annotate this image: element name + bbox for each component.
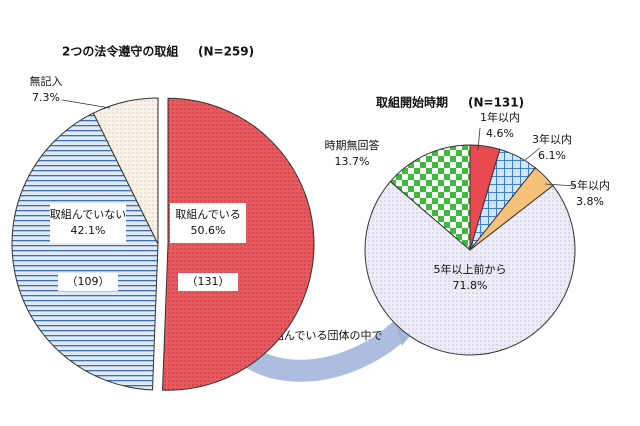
value-label: 50.6% bbox=[191, 224, 226, 237]
leader-line bbox=[524, 147, 541, 161]
category-label: 3年以内 bbox=[532, 132, 572, 146]
category-label: 取組んでいない bbox=[50, 208, 126, 221]
value-label: 42.1% bbox=[71, 224, 106, 237]
leader-line bbox=[544, 183, 576, 187]
pie-slice bbox=[11, 112, 159, 391]
pie-slice bbox=[161, 97, 315, 391]
count-label: （131） bbox=[187, 275, 230, 288]
annotation: 取組んでいる団体の中で bbox=[262, 328, 382, 342]
value-label: 6.1% bbox=[538, 149, 566, 162]
label-box bbox=[58, 273, 118, 291]
label-box bbox=[178, 273, 238, 291]
label-box bbox=[50, 203, 126, 243]
category-label: 時期無回答 bbox=[325, 138, 380, 152]
count-label: （109） bbox=[67, 275, 110, 288]
label-box bbox=[314, 134, 390, 174]
category-label: 無記入 bbox=[30, 74, 63, 88]
chart-subtitle: (N=131) bbox=[468, 96, 524, 110]
chart-title: 取組開始時期 bbox=[376, 95, 448, 110]
value-label: 7.3% bbox=[32, 91, 60, 104]
pie-slice bbox=[389, 144, 471, 252]
label-box bbox=[170, 203, 246, 243]
chart-subtitle: (N=259) bbox=[198, 45, 254, 59]
leader-line bbox=[61, 99, 111, 109]
chart-title: 2つの法令遵守の取組 bbox=[62, 44, 178, 59]
pie-slice bbox=[364, 180, 576, 356]
leader-line bbox=[477, 127, 481, 151]
pie-slice bbox=[92, 97, 159, 245]
category-label: 1年以内 bbox=[480, 110, 520, 124]
value-label: 71.8% bbox=[453, 279, 488, 292]
value-label: 13.7% bbox=[335, 155, 370, 168]
category-label: 5年以上前から bbox=[434, 262, 507, 276]
category-label: 取組んでいる bbox=[175, 208, 240, 221]
value-label: 4.6% bbox=[486, 127, 514, 140]
value-label: 3.8% bbox=[576, 195, 604, 208]
category-label: 5年以内 bbox=[570, 178, 610, 192]
